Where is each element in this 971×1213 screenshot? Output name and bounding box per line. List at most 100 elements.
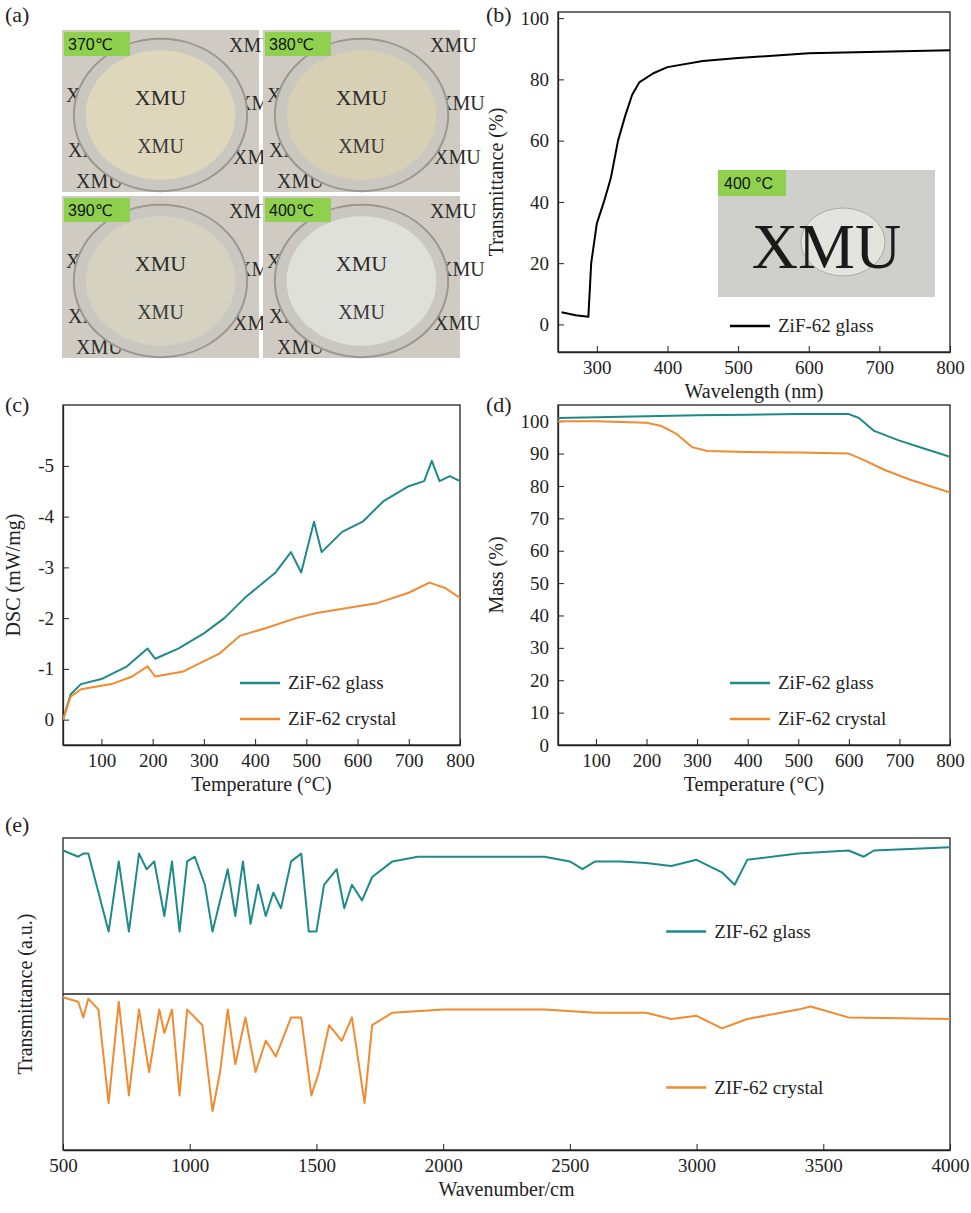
panel-divider [63, 993, 950, 994]
y-tick-label: 90 [530, 443, 549, 464]
x-tick-mark [153, 739, 154, 745]
y-tick-mark [558, 583, 564, 584]
x-tick: 500 [785, 739, 814, 771]
y-tick-label: 70 [530, 508, 549, 529]
panel-label: (b) [486, 2, 512, 27]
photo: XMUXMUXMUXMUXMUXMUXMUXMU400℃ [263, 196, 485, 358]
y-tick: 20 [530, 670, 564, 691]
x-tick-label: 300 [583, 357, 612, 378]
x-tick-mark [316, 1144, 317, 1150]
y-tick-mark [63, 517, 69, 518]
photo: XMUXMUXMUXMUXMUXMUXMUXMU380℃ [263, 30, 485, 192]
x-axis: 100200300400500600700800 [64, 739, 475, 771]
photo-label-box [64, 198, 130, 222]
panel-label: (a) [5, 2, 29, 27]
y-axis-title: Transmittance (%) [485, 108, 508, 257]
x-tick-mark [667, 346, 668, 352]
y-tick-mark [558, 648, 564, 649]
x-tick-mark [697, 1144, 698, 1150]
plot-area [558, 414, 950, 492]
x-tick-mark [255, 739, 256, 745]
x-tick: 600 [795, 346, 824, 378]
x-tick-label: 3500 [805, 1155, 843, 1176]
x-tick: 1000 [171, 1144, 209, 1176]
x-tick-label: 800 [446, 750, 475, 771]
x-axis-line [559, 745, 951, 746]
photo-text: XMU [338, 301, 385, 323]
legend-label: ZiF-62 crystal [778, 708, 886, 729]
y-tick: -4 [38, 506, 69, 527]
y-tick: 10 [530, 702, 564, 723]
x-tick-label: 500 [785, 750, 814, 771]
y-tick: -2 [38, 608, 69, 629]
photo-text: XMU [430, 34, 477, 56]
x-tick-label: 2500 [551, 1155, 589, 1176]
photo: XMUXMUXMUXMUXMUXMUXMUXMU390℃ [62, 196, 284, 358]
x-tick-mark [849, 739, 850, 745]
x-axis-title: Wavenumber/cm [438, 1178, 575, 1200]
x-axis-line [64, 1150, 951, 1151]
x-tick-mark [809, 346, 810, 352]
y-tick-mark [558, 141, 564, 142]
x-tick-label: 100 [582, 750, 611, 771]
y-tick: 0 [540, 314, 565, 335]
x-tick: 1500 [298, 1144, 336, 1176]
y-tick-mark [558, 454, 564, 455]
panel: ZIF-62 glassZIF-62 crystal50010001500200… [14, 838, 970, 1200]
photo-label: 400℃ [269, 202, 314, 219]
x-tick: 700 [886, 739, 915, 771]
x-tick-label: 400 [654, 357, 683, 378]
y-axis: 020406080100 [521, 8, 565, 353]
x-tick: 800 [936, 739, 965, 771]
y-tick-label: 40 [530, 605, 549, 626]
panel-label: (e) [5, 812, 29, 837]
x-tick-label: 100 [88, 750, 117, 771]
x-tick: 600 [835, 739, 864, 771]
plot-frame [63, 838, 950, 1150]
plot-area [562, 50, 950, 316]
x-axis-title: Wavelength (nm) [685, 380, 824, 403]
x-tick: 2500 [551, 1144, 589, 1176]
legend-label: ZiF-62 glass [778, 672, 874, 693]
plot-area [63, 461, 460, 720]
y-tick: -3 [38, 557, 69, 578]
data-line [63, 583, 460, 720]
x-tick-label: 500 [293, 750, 322, 771]
y-tick-label: -3 [38, 557, 54, 578]
y-tick-mark [63, 466, 69, 467]
x-tick: 500 [293, 739, 322, 771]
x-tick-label: 300 [190, 750, 219, 771]
y-axis-line [558, 406, 559, 746]
inset-label: 400 °C [724, 175, 773, 192]
y-tick-label: 80 [530, 476, 549, 497]
x-tick-label: 700 [886, 750, 915, 771]
x-tick: 700 [866, 346, 895, 378]
y-tick-mark [63, 618, 69, 619]
petri-dish [74, 39, 247, 191]
x-tick-label: 600 [344, 750, 373, 771]
x-tick: 400 [241, 739, 270, 771]
x-tick-mark [950, 739, 951, 745]
y-tick-mark [558, 79, 564, 80]
legend-swatch [240, 682, 280, 685]
x-tick-label: 200 [139, 750, 168, 771]
legend-label: ZiF-62 glass [288, 672, 384, 693]
data-line [562, 50, 950, 316]
petri-dish [275, 205, 448, 357]
x-tick: 500 [49, 1144, 78, 1176]
x-tick-mark [596, 739, 597, 745]
figure: (a)XMUXMUXMUXMUXMUXMUXMUXMU370℃XMUXMUXMU… [0, 0, 971, 1213]
y-tick: -5 [38, 455, 69, 476]
x-tick-mark [190, 1144, 191, 1150]
sample [287, 216, 437, 346]
photo-text: XMU [434, 146, 481, 168]
legend-entry: ZiF-62 glass [730, 315, 874, 336]
legend-swatch [240, 718, 280, 721]
y-tick: 90 [530, 443, 564, 464]
y-axis-line [63, 406, 64, 746]
x-tick-label: 500 [49, 1155, 78, 1176]
photo-text: XMU [137, 135, 184, 157]
photo-text: XMU [336, 251, 387, 276]
x-tick-mark [748, 739, 749, 745]
x-tick-label: 700 [866, 357, 895, 378]
